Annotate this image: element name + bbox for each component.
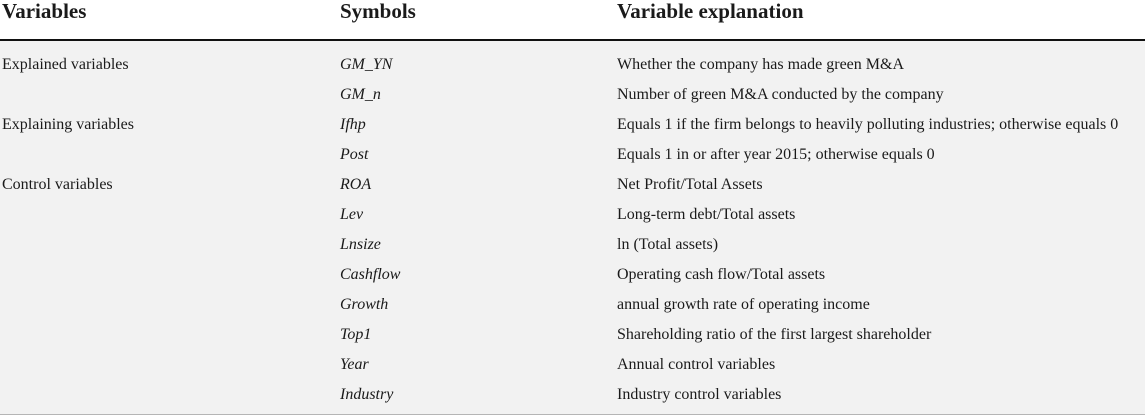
symbol-cell: GM_YN xyxy=(340,56,393,73)
category-cell: Explaining variables xyxy=(2,116,134,133)
explanation-cell: Industry control variables xyxy=(617,386,782,403)
bottom-rule xyxy=(0,414,1145,415)
category-cell: Explained variables xyxy=(2,56,129,73)
symbol-cell: Year xyxy=(340,356,369,373)
table-row: GM_n Number of green M&A conducted by th… xyxy=(0,80,1145,110)
symbol-cell: Lnsize xyxy=(340,236,381,253)
header-explanation: Variable explanation xyxy=(617,0,804,23)
table-row: Explaining variables Ifhp Equals 1 if th… xyxy=(0,110,1145,140)
category-cell: Control variables xyxy=(2,176,113,193)
symbol-cell: ROA xyxy=(340,176,372,193)
symbol-cell: Ifhp xyxy=(340,116,366,133)
explanation-cell: annual growth rate of operating income xyxy=(617,296,870,313)
table-row: Industry Industry control variables xyxy=(0,380,1145,410)
explanation-cell: Equals 1 if the firm belongs to heavily … xyxy=(617,116,1119,133)
symbol-cell: Lev xyxy=(340,206,364,223)
symbol-cell: Cashflow xyxy=(340,266,401,283)
explanation-cell: Annual control variables xyxy=(617,356,776,373)
table-row: Explained variables GM_YN Whether the co… xyxy=(0,50,1145,80)
symbol-cell: Industry xyxy=(340,386,394,403)
table-row: Cashflow Operating cash flow/Total asset… xyxy=(0,260,1145,290)
header-variables: Variables xyxy=(2,0,87,23)
explanation-cell: Number of green M&A conducted by the com… xyxy=(617,86,944,103)
table-row: Growth annual growth rate of operating i… xyxy=(0,290,1145,320)
explanation-cell: Equals 1 in or after year 2015; otherwis… xyxy=(617,146,935,163)
explanation-cell: Operating cash flow/Total assets xyxy=(617,266,826,283)
symbol-cell: Growth xyxy=(340,296,389,313)
explanation-cell: Whether the company has made green M&A xyxy=(617,56,905,73)
symbol-cell: Post xyxy=(340,146,369,163)
explanation-cell: ln (Total assets) xyxy=(617,236,719,253)
explanation-cell: Net Profit/Total Assets xyxy=(617,176,763,193)
table-header: Variables Symbols Variable explanation xyxy=(0,0,1145,40)
symbol-cell: Top1 xyxy=(340,326,372,343)
table-body: Explained variables GM_YN Whether the co… xyxy=(0,41,1145,415)
explanation-cell: Long-term debt/Total assets xyxy=(617,206,796,223)
symbol-cell: GM_n xyxy=(340,86,381,103)
header-rule xyxy=(0,39,1145,41)
explanation-cell: Shareholding ratio of the first largest … xyxy=(617,326,932,343)
table-row: Lev Long-term debt/Total assets xyxy=(0,200,1145,230)
table-row: Top1 Shareholding ratio of the first lar… xyxy=(0,320,1145,350)
table-row: Control variables ROA Net Profit/Total A… xyxy=(0,170,1145,200)
table-row: Lnsize ln (Total assets) xyxy=(0,230,1145,260)
table-row: Year Annual control variables xyxy=(0,350,1145,380)
table-row: Post Equals 1 in or after year 2015; oth… xyxy=(0,140,1145,170)
header-symbols: Symbols xyxy=(340,0,416,23)
